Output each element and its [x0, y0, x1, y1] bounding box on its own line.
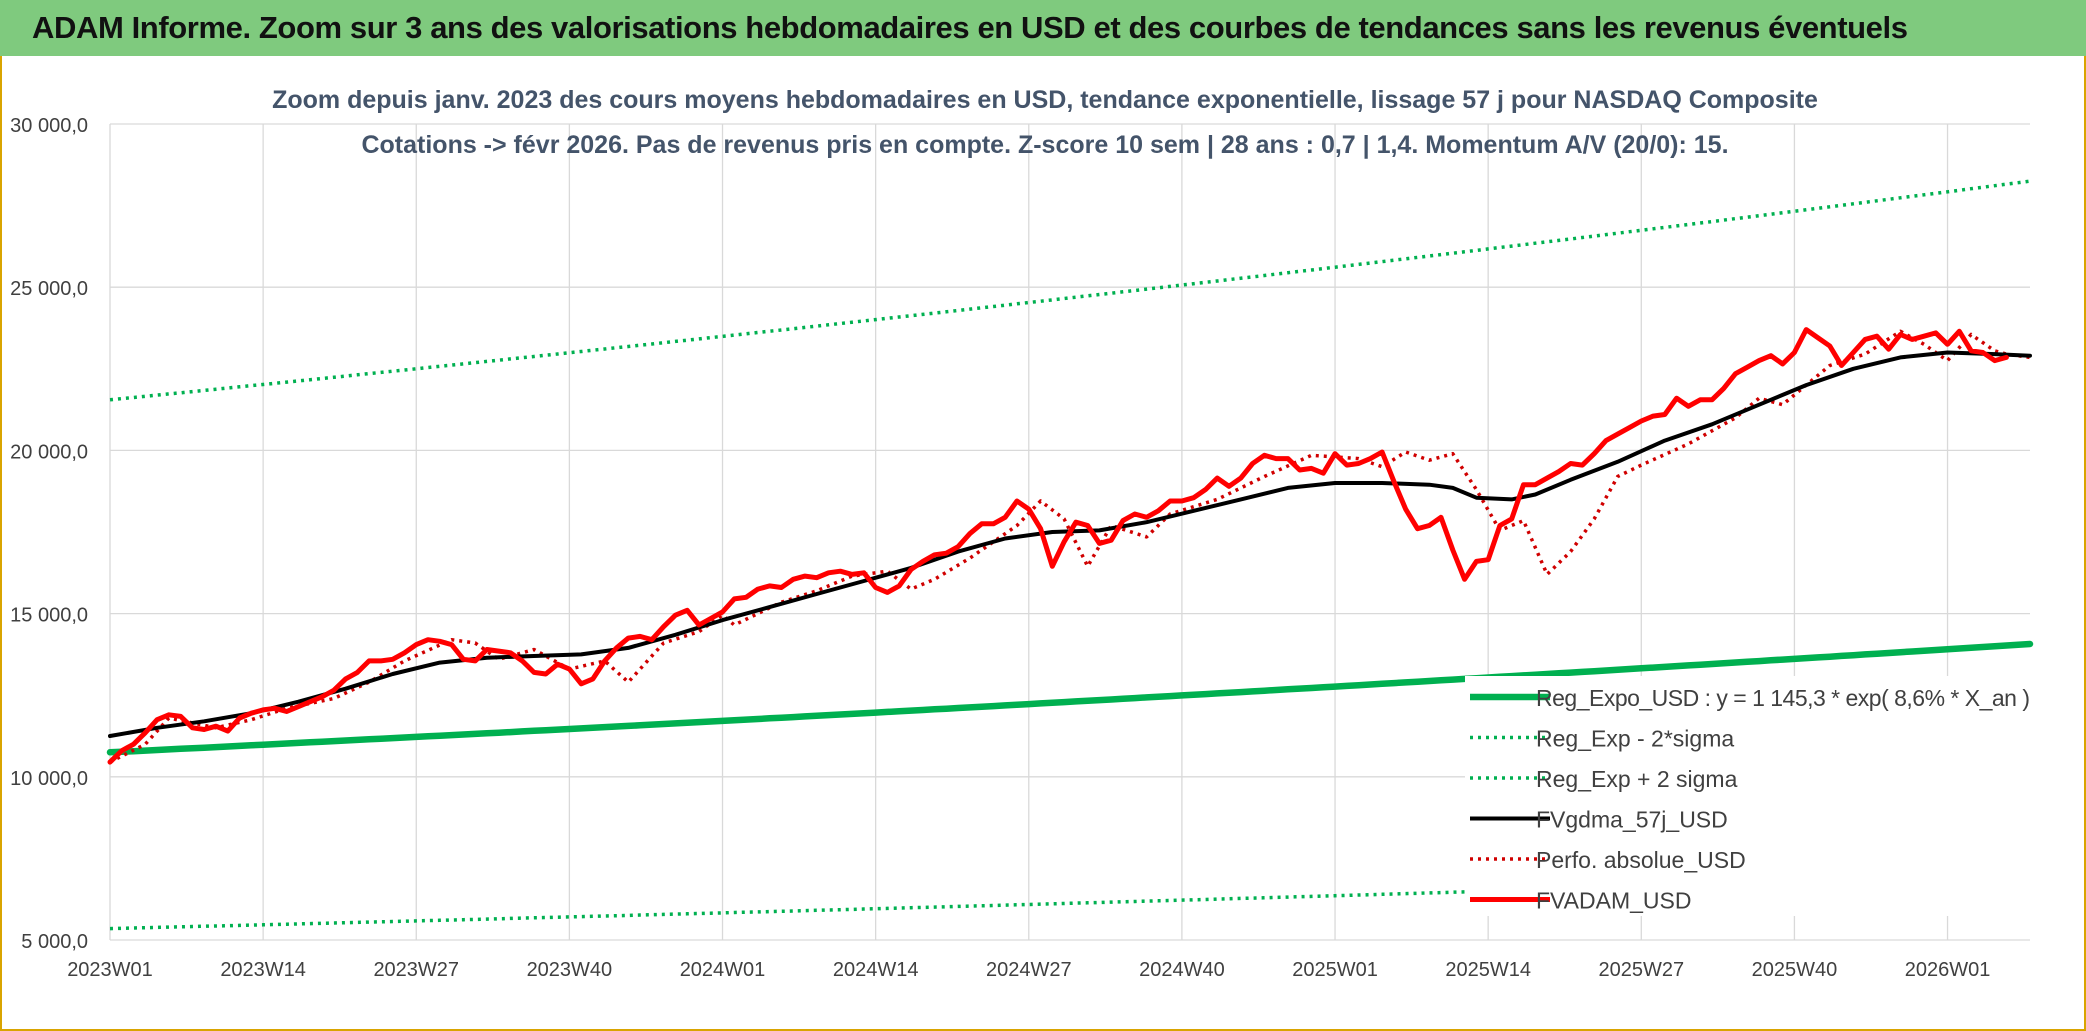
legend-background	[1465, 676, 2035, 916]
x-tick-label: 2025W27	[1598, 959, 1684, 981]
legend-label: Reg_Exp - 2*sigma	[1536, 726, 1734, 752]
x-tick-label: 2023W27	[373, 959, 459, 981]
x-tick-label: 2023W01	[67, 959, 153, 981]
x-tick-label: 2025W14	[1445, 959, 1531, 981]
legend-label: FVgdma_57j_USD	[1536, 807, 1728, 833]
x-tick-label: 2023W40	[527, 959, 613, 981]
x-tick-label: 2024W27	[986, 959, 1072, 981]
x-tick-label: 2023W14	[220, 959, 306, 981]
plot-area	[106, 179, 2034, 931]
x-tick-label: 2024W01	[680, 959, 766, 981]
grid	[109, 123, 2030, 941]
y-tick-label: 10 000,0	[10, 768, 88, 790]
series-line-4	[109, 329, 2031, 764]
axes: 5 000,0 10 000,0 15 000,0 20 000,0 25 000,0 3…	[10, 115, 1990, 981]
x-tick-label: 2024W14	[833, 959, 919, 981]
x-tick-label: 2026W01	[1905, 959, 1991, 981]
chart-title: Zoom depuis janv. 2023 des cours moyens …	[272, 86, 1818, 114]
series-line-5	[107, 327, 2009, 765]
chart-subtitle: Cotations -> févr 2026. Pas de revenus p…	[361, 131, 1728, 159]
y-tick-label: 15 000,0	[10, 605, 88, 627]
y-tick-label: 20 000,0	[10, 441, 88, 463]
y-tick-label: 5 000,0	[21, 931, 88, 953]
legend-label: FVADAM_USD	[1536, 888, 1692, 914]
legend-label: Perfo. absolue_USD	[1536, 847, 1746, 873]
report-title: ADAM Informe. Zoom sur 3 ans des valoris…	[32, 10, 1908, 45]
y-tick-label: 30 000,0	[10, 115, 88, 137]
y-tick-label: 25 000,0	[10, 278, 88, 300]
legend-label: Reg_Exp + 2 sigma	[1536, 766, 1738, 792]
x-tick-label: 2024W40	[1139, 959, 1225, 981]
report-banner: ADAM Informe. Zoom sur 3 ans des valoris…	[0, 0, 2086, 56]
series-line-3	[108, 350, 2032, 738]
series-line-2	[109, 179, 2031, 402]
x-tick-label: 2025W01	[1292, 959, 1378, 981]
legend: Reg_Expo_USD : y = 1 145,3 * exp( 8,6% *…	[1470, 685, 2030, 914]
series-line-0	[106, 640, 2034, 756]
legend-label: Reg_Expo_USD : y = 1 145,3 * exp( 8,6% *…	[1536, 685, 2030, 711]
x-tick-label: 2025W40	[1752, 959, 1838, 981]
